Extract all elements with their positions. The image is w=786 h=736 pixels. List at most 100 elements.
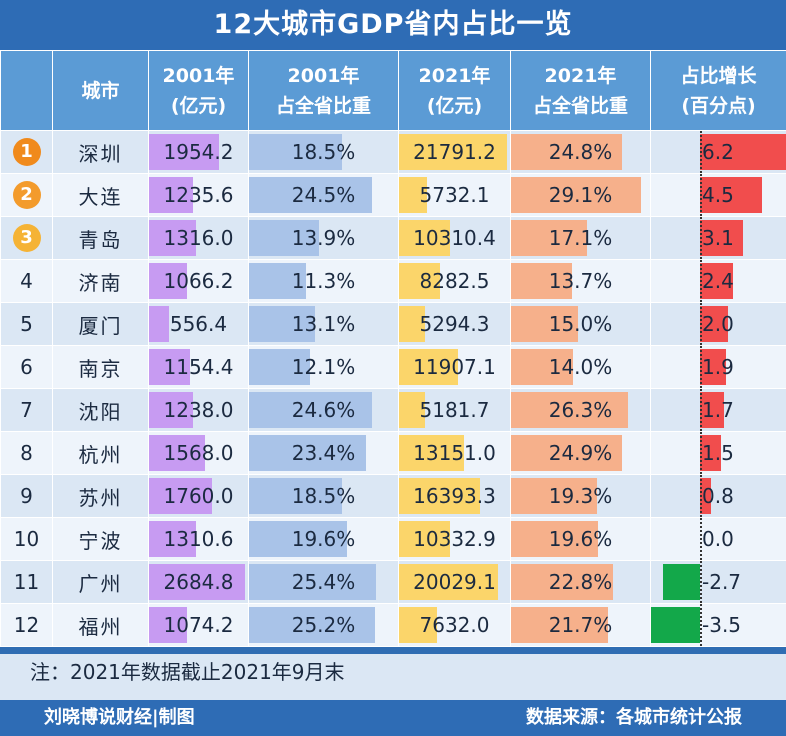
share2001-cell: 24.5%	[248, 173, 399, 217]
gdp2001-value-label: 1760.0	[163, 484, 234, 508]
rank-medal-badge: 1	[12, 138, 41, 166]
share2021-bar	[511, 521, 599, 557]
gdp2021-cell: 20029.1	[398, 560, 511, 604]
column-header-line: (亿元)	[426, 94, 483, 117]
footnote-text: 注：2021年数据截止2021年9月末	[30, 660, 345, 684]
change-bar-area: 3.1	[652, 217, 786, 259]
share2001-value-label: 19.6%	[291, 527, 356, 551]
gdp2021-value-label: 11907.1	[413, 355, 496, 379]
zero-axis-line	[700, 561, 702, 603]
gdp2001-value-label: 1238.0	[163, 398, 234, 422]
gdp2021-value-label: 5732.1	[419, 183, 490, 207]
change-cell: 4.5	[650, 173, 786, 217]
rank-number: 10	[13, 527, 40, 551]
gdp2021-cell: 16393.3	[398, 474, 511, 518]
change-cell: 1.9	[650, 345, 786, 389]
gdp2021-cell: 5294.3	[398, 302, 511, 346]
city-name: 深圳	[52, 130, 149, 174]
city-name: 苏州	[52, 474, 149, 518]
city-name: 大连	[52, 173, 149, 217]
share2021-value-label: 14.0%	[548, 355, 613, 379]
gdp2021-value-label: 5181.7	[419, 398, 490, 422]
change-bar-area: 1.7	[652, 389, 786, 431]
share2021-value-label: 17.1%	[548, 226, 613, 250]
rank-cell: 3	[0, 216, 53, 260]
footer-bar: 刘晓博说财经|制图 数据来源：各城市统计公报	[0, 700, 786, 736]
share2001-value-label: 12.1%	[291, 355, 356, 379]
change-bar-area: 1.5	[652, 432, 786, 474]
share2001-cell: 12.1%	[248, 345, 399, 389]
table-row: 2 大连 1235.6 24.5% 5732.1 29.1% 4.5	[0, 173, 786, 217]
gdp2021-cell: 5732.1	[398, 173, 511, 217]
change-bar-area: 0.0	[652, 518, 786, 560]
share2021-value-label: 24.9%	[548, 441, 613, 465]
change-bar-area: -3.5	[651, 604, 786, 646]
change-cell: 1.7	[650, 388, 786, 432]
gdp2001-value-label: 1954.2	[163, 140, 234, 164]
table-row: 6 南京 1154.4 12.1% 11907.1 14.0% 1.9	[0, 345, 786, 389]
rank-number: 5	[20, 312, 33, 336]
gdp2021-value-label: 21791.2	[413, 140, 496, 164]
change-value-label: 4.5	[702, 183, 734, 207]
change-value-label: 1.5	[702, 441, 734, 465]
gdp2021-bar	[399, 435, 465, 471]
city-name: 南京	[52, 345, 149, 389]
share2021-bar	[511, 478, 598, 514]
share2001-cell: 13.1%	[248, 302, 399, 346]
share2001-bar	[249, 177, 372, 213]
gdp2001-cell: 1316.0	[148, 216, 249, 260]
gdp2021-value-label: 16393.3	[413, 484, 496, 508]
change-bar-area: 2.0	[652, 303, 786, 345]
city-name: 宁波	[52, 517, 149, 561]
share2021-value-label: 24.8%	[548, 140, 613, 164]
share2021-bar	[511, 263, 573, 299]
share2021-value-label: 19.6%	[548, 527, 613, 551]
gdp2021-value-label: 7632.0	[419, 613, 490, 637]
table-row: 7 沈阳 1238.0 24.6% 5181.7 26.3% 1.7	[0, 388, 786, 432]
gdp2001-bar	[149, 435, 206, 471]
rank-cell: 6	[0, 345, 53, 389]
gdp2001-cell: 1760.0	[148, 474, 249, 518]
change-cell: 2.4	[650, 259, 786, 303]
zero-axis-line	[700, 389, 702, 431]
gdp2001-bar	[149, 607, 188, 643]
gdp2001-value-label: 1235.6	[163, 183, 234, 207]
gdp2021-bar	[399, 521, 451, 557]
column-header-gdp2001: 2001年 (亿元)	[148, 50, 249, 131]
rank-cell: 8	[0, 431, 53, 475]
rank-cell: 12	[0, 603, 53, 647]
city-name: 沈阳	[52, 388, 149, 432]
gdp2021-bar	[399, 306, 426, 342]
share2001-cell: 18.5%	[248, 474, 399, 518]
city-name: 济南	[52, 259, 149, 303]
share2021-cell: 19.6%	[510, 517, 651, 561]
share2001-value-label: 23.4%	[291, 441, 356, 465]
share2021-value-label: 15.0%	[548, 312, 613, 336]
gdp2001-bar	[149, 306, 169, 342]
rank-number: 11	[13, 570, 40, 594]
share2001-bar	[249, 435, 367, 471]
share2001-bar	[249, 478, 342, 514]
share2021-cell: 24.9%	[510, 431, 651, 475]
share2021-bar	[511, 220, 588, 256]
column-header-share2001: 2001年 占全省比重	[248, 50, 399, 131]
share2021-bar	[511, 306, 578, 342]
share2001-value-label: 13.9%	[291, 226, 356, 250]
zero-axis-line	[700, 303, 702, 345]
table-row: 11 广州 2684.8 25.4% 20029.1 22.8% -2.7	[0, 560, 786, 604]
footnote: 注：2021年数据截止2021年9月末	[0, 654, 786, 702]
header-row: 城市 2001年 (亿元) 2001年 占全省比重 2021年 (亿元) 2021年 占全省比重…	[0, 50, 786, 131]
zero-axis-line	[700, 475, 702, 517]
share2021-cell: 24.8%	[510, 130, 651, 174]
share2021-bar	[511, 134, 622, 170]
gdp2001-bar	[149, 177, 194, 213]
share2021-bar	[511, 392, 629, 428]
share2021-value-label: 22.8%	[548, 570, 613, 594]
column-header-line: 2021年	[418, 64, 491, 87]
share2021-cell: 13.7%	[510, 259, 651, 303]
change-value-label: 0.8	[702, 484, 734, 508]
change-cell: 1.5	[650, 431, 786, 475]
change-bar	[700, 134, 786, 170]
gdp2021-value-label: 13151.0	[413, 441, 496, 465]
